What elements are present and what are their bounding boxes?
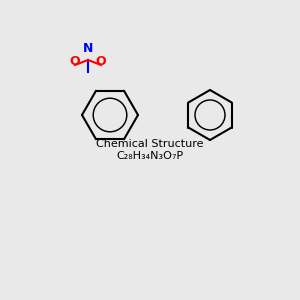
Text: O: O — [70, 55, 80, 68]
Text: O: O — [96, 55, 106, 68]
Text: N: N — [83, 42, 93, 55]
Text: Chemical Structure
C₂₈H₃₄N₃O₇P: Chemical Structure C₂₈H₃₄N₃O₇P — [96, 139, 204, 161]
